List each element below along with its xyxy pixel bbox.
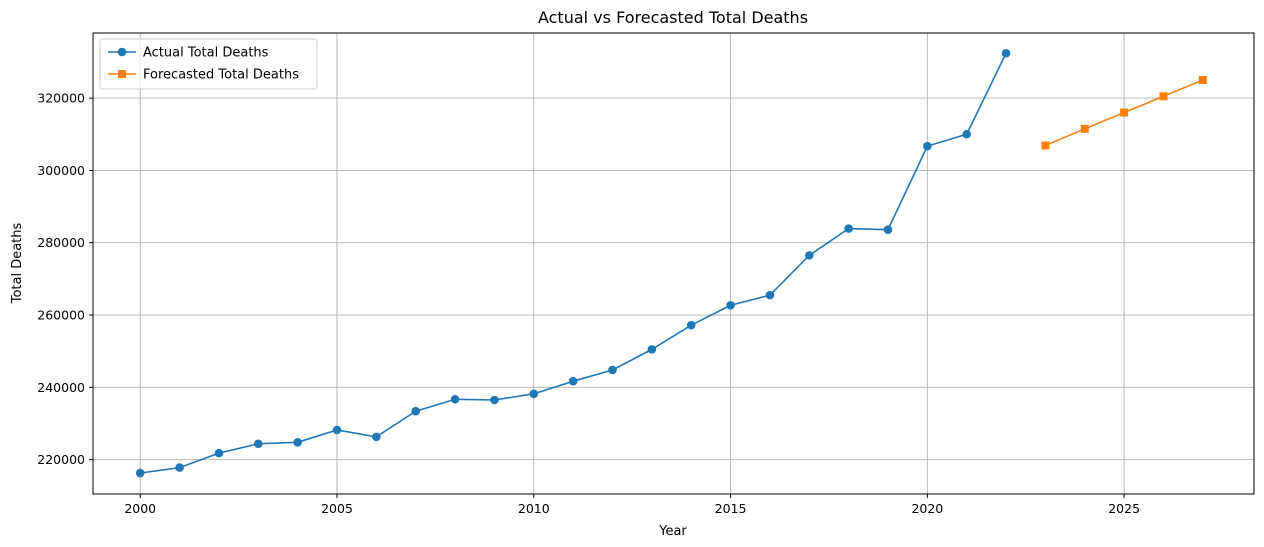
legend-marker [117,47,127,57]
data-point [529,389,539,399]
data-point [804,251,814,260]
legend: Actual Total Deaths Forecasted Total Deat… [99,38,318,90]
data-point [1159,92,1168,101]
x-tick-label: 2025 [1108,501,1140,516]
data-point [450,394,460,404]
data-point [175,463,184,472]
data-point [1120,108,1129,117]
data-point [1198,76,1207,85]
data-point [1080,124,1089,133]
y-tick-label: 220000 [37,452,85,467]
data-point [686,320,696,330]
plot-frame [92,32,1255,495]
y-tick-label: 300000 [37,163,85,178]
data-point [214,448,224,458]
data-point [923,141,932,151]
x-tick-label: 2005 [321,501,353,516]
data-point [647,345,657,354]
data-point [1041,141,1050,150]
data-point [962,129,972,139]
legend-label: Actual Total Deaths [143,46,269,61]
y-tick-label: 240000 [37,380,85,395]
x-tick-label: 2000 [124,501,156,516]
data-point [293,437,302,447]
y-axis-label: Total Deaths [10,222,25,304]
chart-title: Actual vs Forecasted Total Deaths [538,8,808,27]
x-tick-label: 2015 [715,501,747,516]
data-point [411,406,421,416]
y-tick-label: 280000 [37,235,85,250]
axis-ticks: 2000 2005 2010 2015 2020 2025 220000 240000 2600… [37,91,1140,516]
plot-series [135,48,1207,478]
data-point [1001,48,1011,58]
series-0 [135,48,1011,478]
data-point [844,224,853,233]
data-point [608,365,617,375]
data-point [726,300,735,310]
y-tick-label: 320000 [37,91,85,106]
legend-marker [118,70,126,78]
series-1 [1041,76,1207,150]
data-point [253,439,263,449]
data-point [765,290,775,300]
legend-label: Forecasted Total Deaths [143,68,299,83]
x-tick-label: 2020 [911,501,943,516]
data-point [332,425,342,435]
x-axis-label: Year [658,524,687,539]
x-tick-label: 2010 [518,501,550,516]
data-point [568,376,578,386]
data-point [883,225,893,234]
data-point [135,468,145,478]
data-point [372,432,381,442]
y-tick-label: 260000 [37,308,85,323]
legend-box [99,38,318,90]
grid-lines [93,33,1254,494]
data-point [490,395,499,405]
